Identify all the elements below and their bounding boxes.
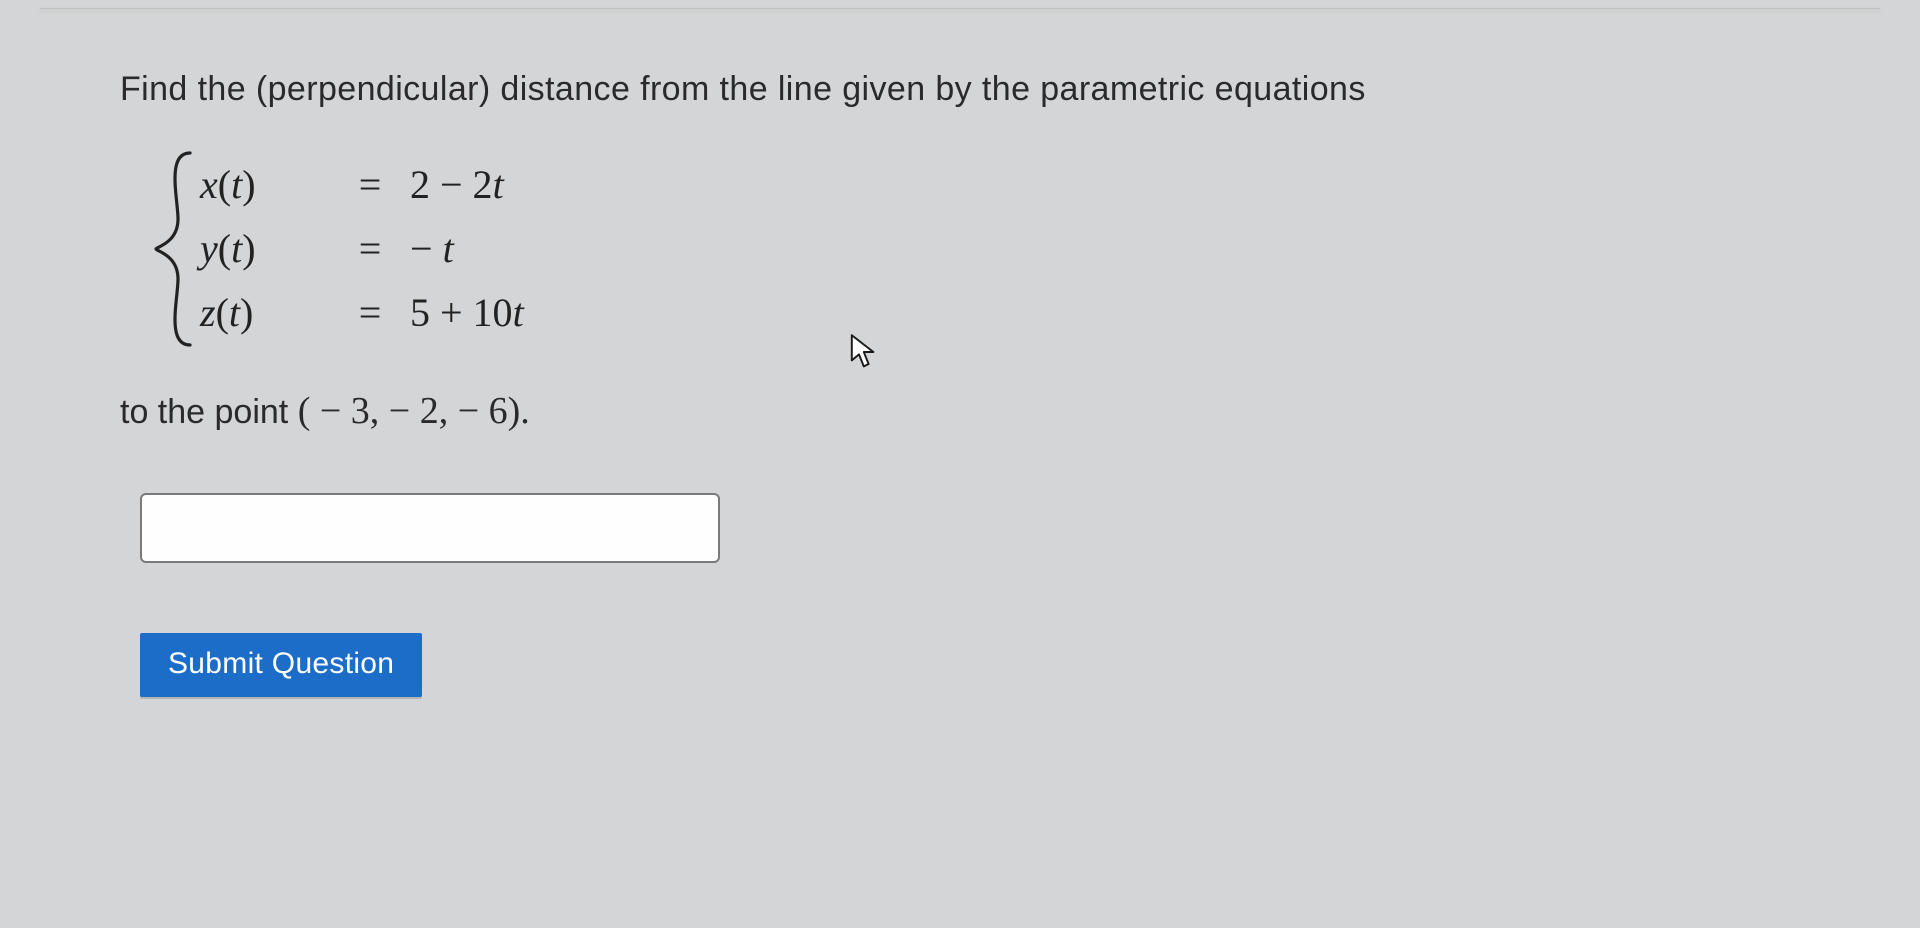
equation-row: z(t) = 5 + 10t (200, 281, 610, 345)
parametric-equations: x(t) = 2 − 2t y(t) = − t z(t) = 5 + 10t (150, 149, 1820, 349)
submit-question-button[interactable]: Submit Question (140, 633, 422, 697)
equation-lhs: z(t) (200, 281, 330, 345)
mouse-cursor-icon (850, 334, 880, 370)
equals-sign: = (330, 217, 410, 281)
equation-lhs: x(t) (200, 153, 330, 217)
point-line: to the point ( − 3, − 2, − 6). (120, 389, 1820, 433)
equation-lhs: y(t) (200, 217, 330, 281)
equation-rhs: 5 + 10t (410, 281, 610, 345)
equation-lines: x(t) = 2 − 2t y(t) = − t z(t) = 5 + 10t (200, 149, 610, 349)
point-prefix: to the point (120, 393, 298, 431)
question-prompt: Find the (perpendicular) distance from t… (120, 70, 1820, 109)
equals-sign: = (330, 153, 410, 217)
point-coordinates: ( − 3, − 2, − 6). (298, 390, 530, 432)
question-panel: Find the (perpendicular) distance from t… (0, 0, 1920, 928)
equation-row: x(t) = 2 − 2t (200, 153, 610, 217)
equation-rhs: 2 − 2t (410, 153, 610, 217)
equals-sign: = (330, 281, 410, 345)
left-curly-brace (150, 149, 200, 349)
equation-rhs: − t (410, 217, 610, 281)
panel-top-divider (40, 8, 1880, 9)
answer-input[interactable] (140, 493, 720, 563)
equation-row: y(t) = − t (200, 217, 610, 281)
